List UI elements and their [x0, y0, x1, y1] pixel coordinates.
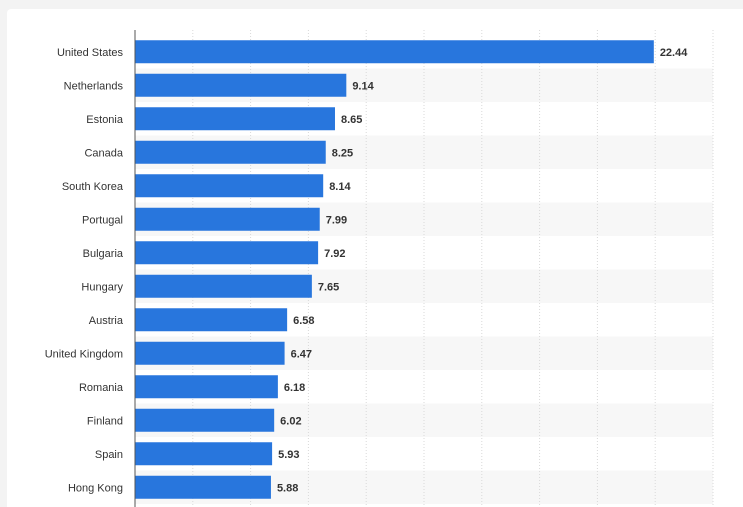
bar-hong-kong[interactable] — [135, 475, 271, 499]
category-label-netherlands: Netherlands — [64, 80, 124, 92]
bars — [135, 40, 654, 499]
category-label-united-kingdom: United Kingdom — [45, 348, 123, 360]
value-label-spain: 5.93 — [278, 449, 299, 461]
bar-south-korea[interactable] — [135, 174, 324, 198]
bar-united-states[interactable] — [135, 40, 654, 64]
value-label-south-korea: 8.14 — [329, 181, 351, 193]
category-label-united-states: United States — [57, 47, 124, 59]
category-label-hungary: Hungary — [81, 281, 123, 293]
bar-netherlands[interactable] — [135, 73, 347, 97]
category-label-portugal: Portugal — [82, 214, 123, 226]
category-label-canada: Canada — [84, 147, 123, 159]
bar-austria[interactable] — [135, 308, 288, 332]
category-label-estonia: Estonia — [86, 114, 124, 126]
category-label-spain: Spain — [95, 449, 123, 461]
value-label-united-kingdom: 6.47 — [291, 348, 312, 360]
bar-hungary[interactable] — [135, 274, 312, 298]
bar-united-kingdom[interactable] — [135, 341, 285, 365]
bar-portugal[interactable] — [135, 207, 320, 231]
value-label-hong-kong: 5.88 — [277, 482, 298, 494]
bar-spain[interactable] — [135, 442, 273, 466]
value-label-estonia: 8.65 — [341, 114, 362, 126]
value-label-hungary: 7.65 — [318, 281, 339, 293]
value-label-austria: 6.58 — [293, 315, 314, 327]
category-label-romania: Romania — [79, 382, 124, 394]
category-label-south-korea: South Korea — [62, 181, 124, 193]
category-labels: United States Netherlands Estonia Canada Sou… — [45, 47, 124, 495]
bar-finland[interactable] — [135, 408, 275, 432]
value-label-canada: 8.25 — [332, 147, 353, 159]
value-label-portugal: 7.99 — [326, 214, 347, 226]
value-labels: 22.44 9.14 8.65 8.25 8.14 7.99 7.92 7.65 6.58 6.4… — [277, 47, 688, 495]
bar-canada[interactable] — [135, 140, 326, 164]
value-label-netherlands: 9.14 — [352, 80, 374, 92]
value-label-romania: 6.18 — [284, 382, 305, 394]
value-label-bulgaria: 7.92 — [324, 248, 345, 260]
category-label-finland: Finland — [87, 415, 123, 427]
category-label-austria: Austria — [89, 315, 124, 327]
value-label-finland: 6.02 — [280, 415, 301, 427]
value-label-united-states: 22.44 — [660, 47, 688, 59]
bar-estonia[interactable] — [135, 107, 335, 131]
category-label-hong-kong: Hong Kong — [68, 482, 123, 494]
bar-bulgaria[interactable] — [135, 241, 319, 265]
category-label-bulgaria: Bulgaria — [83, 248, 124, 260]
bar-romania[interactable] — [135, 375, 278, 399]
